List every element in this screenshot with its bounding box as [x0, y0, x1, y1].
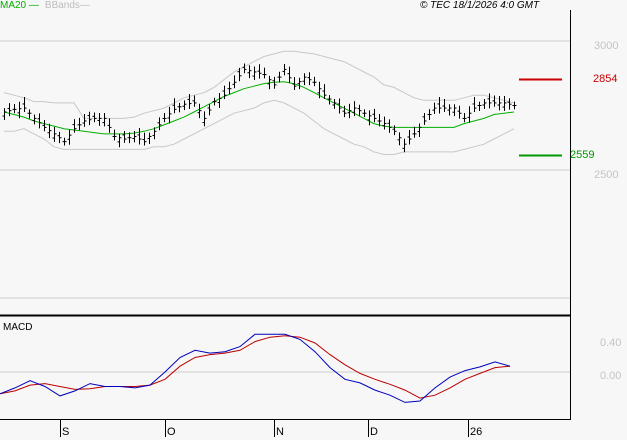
- chart-legend: MA20 — BBands—: [0, 0, 90, 12]
- date-ticks: [60, 420, 469, 437]
- bbands-swatch-icon: —: [79, 0, 90, 11]
- ma20-line: [3, 81, 515, 135]
- legend-bbands: BBands—: [45, 0, 90, 11]
- macd-lines: [0, 333, 511, 403]
- ma20-swatch-icon: —: [26, 0, 39, 11]
- macd-title: MACD: [3, 322, 33, 333]
- resistance-label: 2854: [593, 72, 618, 85]
- legend-bbands-text: BBands: [44, 0, 80, 11]
- ma20-polyline: [3, 81, 515, 135]
- copyright-timestamp: © TEC 18/1/2026 4:0 GMT: [420, 0, 540, 11]
- support-label: 2559: [570, 148, 595, 161]
- price-axis-label: 3000: [594, 40, 619, 52]
- date-label: 26: [470, 426, 483, 438]
- legend-ma20: MA20 —: [0, 0, 39, 11]
- bband-lower: [4, 99, 515, 155]
- macd-axis-label: 0.40: [600, 337, 622, 349]
- support-resistance-lines: [519, 78, 562, 157]
- date-label: O: [167, 426, 176, 438]
- macd-axis-label: 0.00: [600, 370, 622, 382]
- price-axis-label: 2500: [594, 169, 619, 181]
- date-label: S: [62, 426, 70, 438]
- date-label: D: [370, 426, 378, 438]
- legend-ma20-text: MA20: [0, 0, 27, 11]
- price-bars: [2, 63, 517, 153]
- date-label: N: [276, 426, 284, 438]
- macd-polyline: [0, 333, 511, 403]
